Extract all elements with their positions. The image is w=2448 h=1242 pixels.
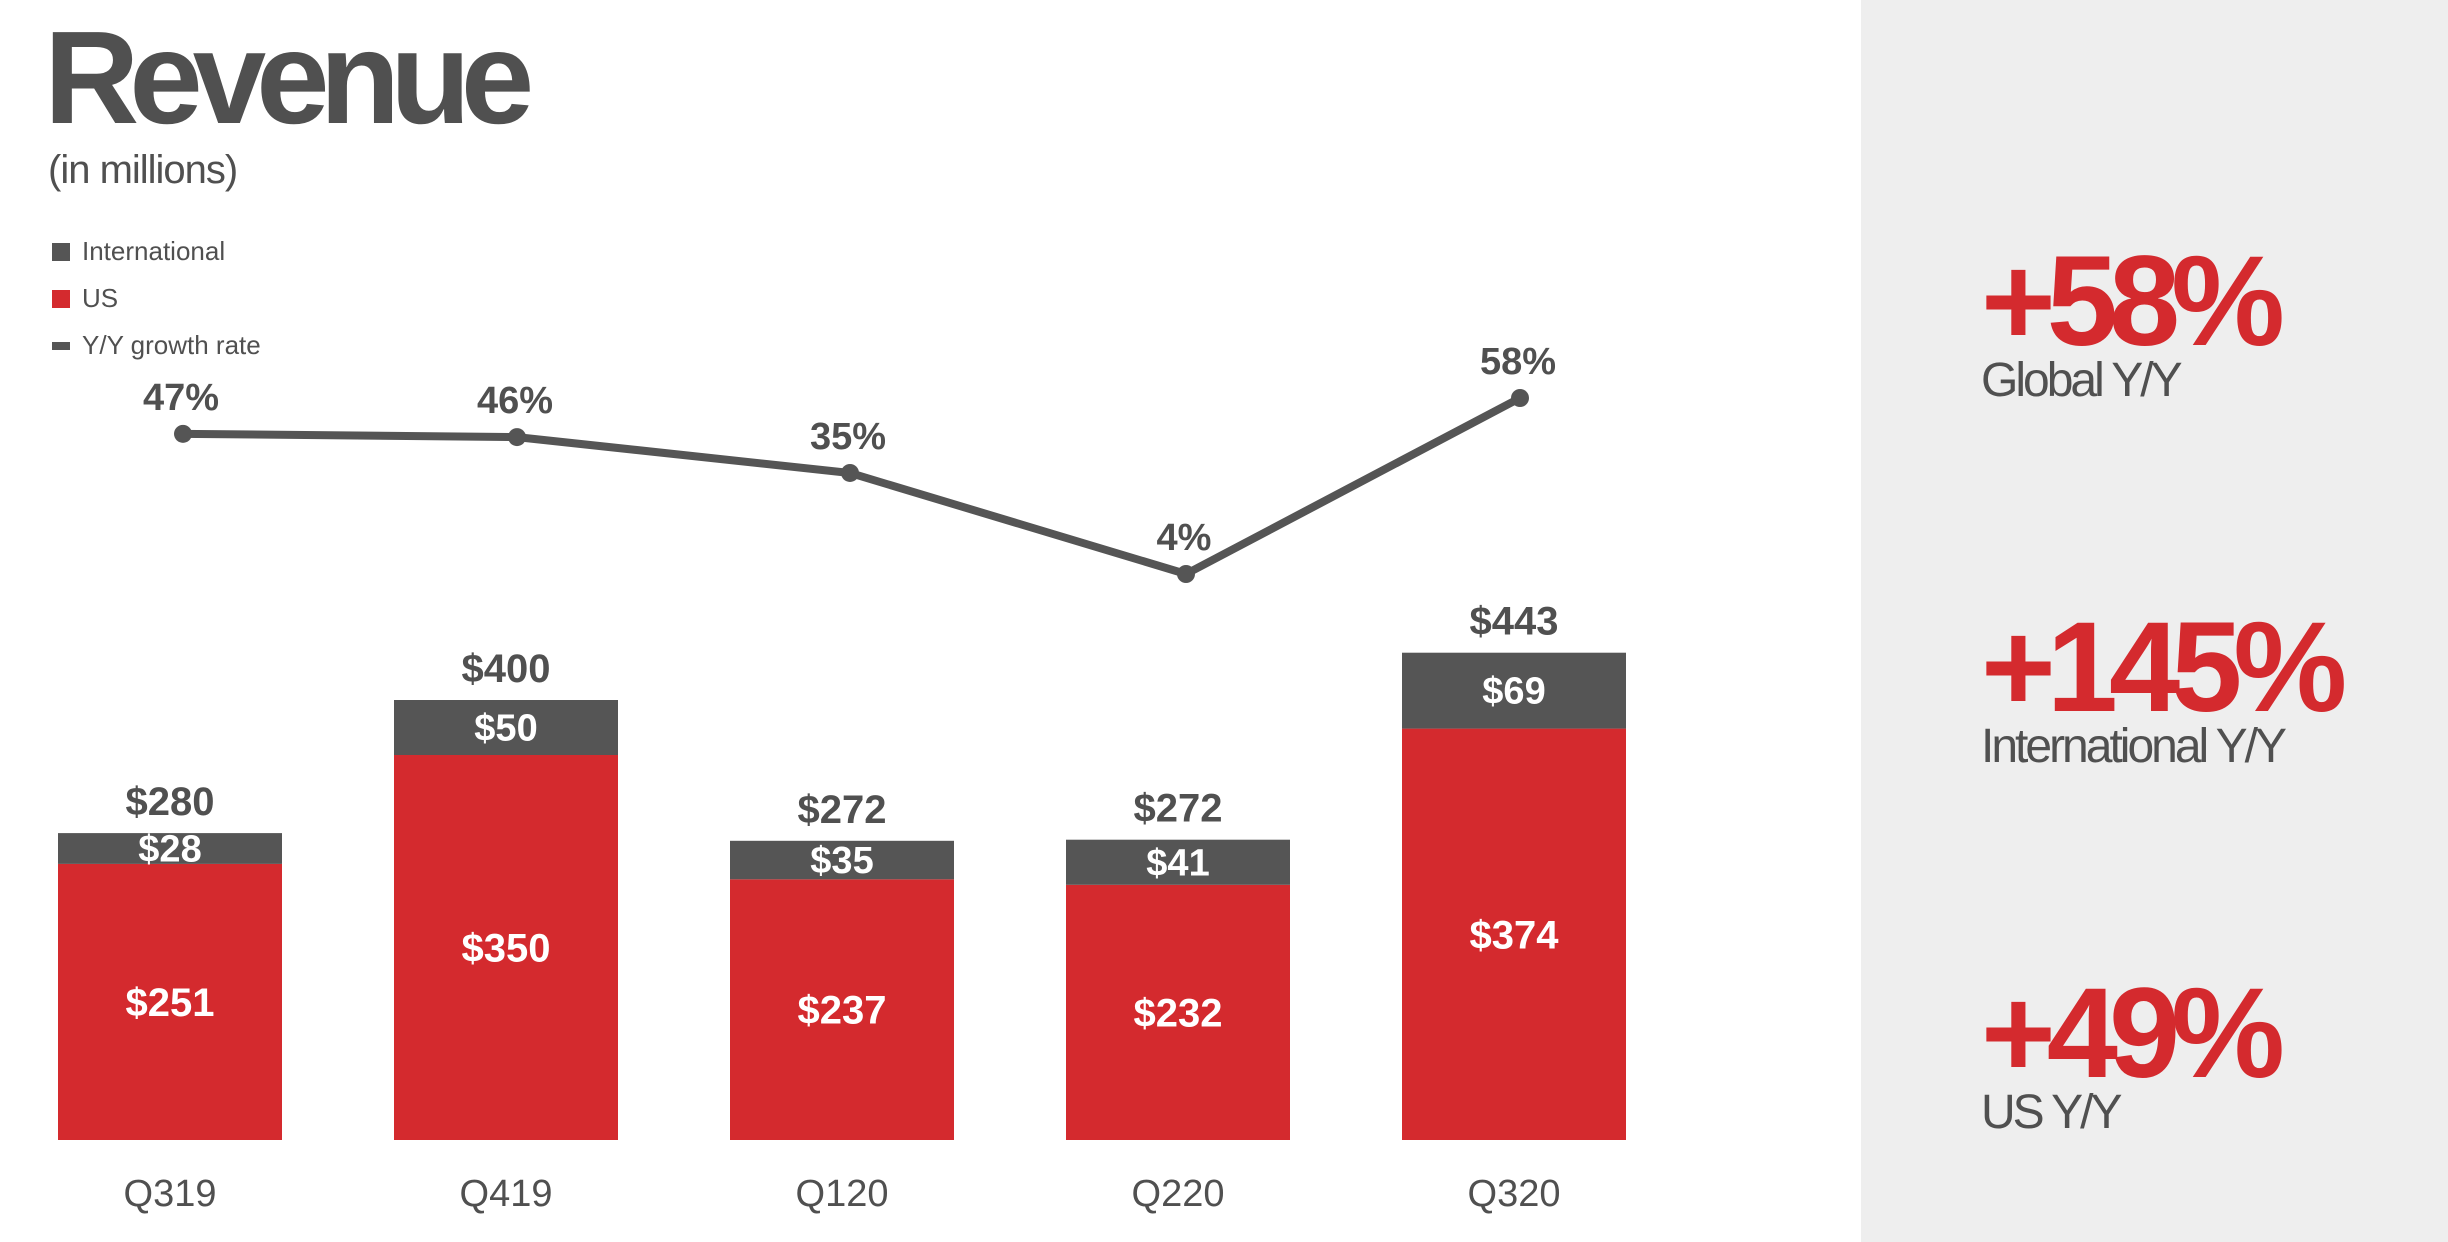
data-label-total-Q120: $272 [798, 788, 887, 832]
legend-label-us: US [82, 283, 119, 313]
bar-international-Q220 [1066, 839, 1290, 885]
bar-international-Q419 [394, 700, 618, 755]
growth-point-Q319 [174, 424, 192, 443]
chart-legend: International US Y/Y growth rate [52, 228, 261, 369]
kpi-international-label: International Y/Y [1981, 720, 2287, 773]
tick-label-Q120: Q120 [796, 1173, 889, 1215]
growth-label-Q120: 35% [810, 416, 886, 458]
legend-label-growth-rate: Y/Y growth rate [82, 330, 261, 360]
legend-swatch-us [52, 289, 70, 308]
data-label-international-Q419: $50 [474, 708, 537, 750]
legend-item-us: US [52, 275, 261, 322]
kpi-global-label: Global Y/Y [1981, 354, 2183, 407]
data-label-total-Q320: $443 [1470, 600, 1559, 644]
legend-label-international: International [82, 236, 226, 266]
growth-label-Q220: 4% [1157, 517, 1212, 559]
bar-us-Q419 [394, 755, 618, 1140]
page-subtitle: (in millions) [48, 148, 238, 192]
bar-international-Q319 [58, 833, 282, 864]
data-label-us-Q320: $374 [1470, 913, 1560, 957]
growth-point-Q220 [1177, 565, 1195, 583]
kpi-international: +145% International Y/Y [1981, 596, 2347, 773]
data-label-international-Q220: $41 [1146, 842, 1209, 884]
kpi-global-value: +58% [1981, 230, 2285, 373]
bar-us-Q319 [58, 863, 282, 1140]
revenue-chart: $251 $28 $280 Q319 $350 $50 $400 Q419 $237 $35 $27… [58, 341, 1626, 1215]
kpi-global: +58% Global Y/Y [1981, 230, 2285, 407]
legend-swatch-growth-rate [52, 341, 70, 350]
tick-label-Q419: Q419 [460, 1173, 553, 1215]
growth-point-Q120 [841, 463, 859, 482]
growth-point-Q320 [1511, 389, 1529, 407]
growth-label-Q419: 46% [477, 380, 553, 422]
data-label-us-Q120: $237 [798, 989, 887, 1033]
kpi-international-value: +145% [1981, 596, 2347, 739]
bar-international-Q320 [1402, 652, 1626, 729]
bar-international-Q120 [730, 840, 954, 880]
data-label-international-Q120: $35 [810, 840, 873, 882]
legend-swatch-international [52, 242, 70, 261]
tick-label-Q220: Q220 [1132, 1173, 1225, 1215]
bar-us-Q320 [1402, 728, 1626, 1140]
growth-label-Q320: 58% [1480, 341, 1556, 383]
growth-point-Q419 [508, 428, 526, 447]
data-label-international-Q320: $69 [1482, 671, 1545, 713]
kpi-us-label: US Y/Y [1981, 1086, 2123, 1139]
data-label-total-Q319: $280 [126, 780, 215, 824]
bar-us-Q220 [1066, 884, 1290, 1140]
growth-label-Q319: 47% [143, 377, 219, 419]
kpi-us-value: +49% [1981, 962, 2285, 1105]
bar-us-Q120 [730, 879, 954, 1140]
legend-item-international: International [52, 228, 261, 275]
legend-item-growth-rate: Y/Y growth rate [52, 322, 261, 369]
kpi-us: +49% US Y/Y [1981, 962, 2285, 1139]
kpi-sidebar: +58% Global Y/Y +145% International Y/Y … [1861, 0, 2448, 1242]
data-label-us-Q319: $251 [126, 981, 215, 1025]
data-label-total-Q419: $400 [462, 647, 551, 691]
data-label-international-Q319: $28 [138, 829, 201, 871]
tick-label-Q319: Q319 [124, 1173, 217, 1215]
tick-label-Q320: Q320 [1468, 1173, 1561, 1215]
data-label-us-Q419: $350 [462, 927, 551, 971]
data-label-us-Q220: $232 [1134, 991, 1223, 1035]
data-label-total-Q220: $272 [1134, 787, 1223, 831]
page-title: Revenue [44, 4, 534, 151]
